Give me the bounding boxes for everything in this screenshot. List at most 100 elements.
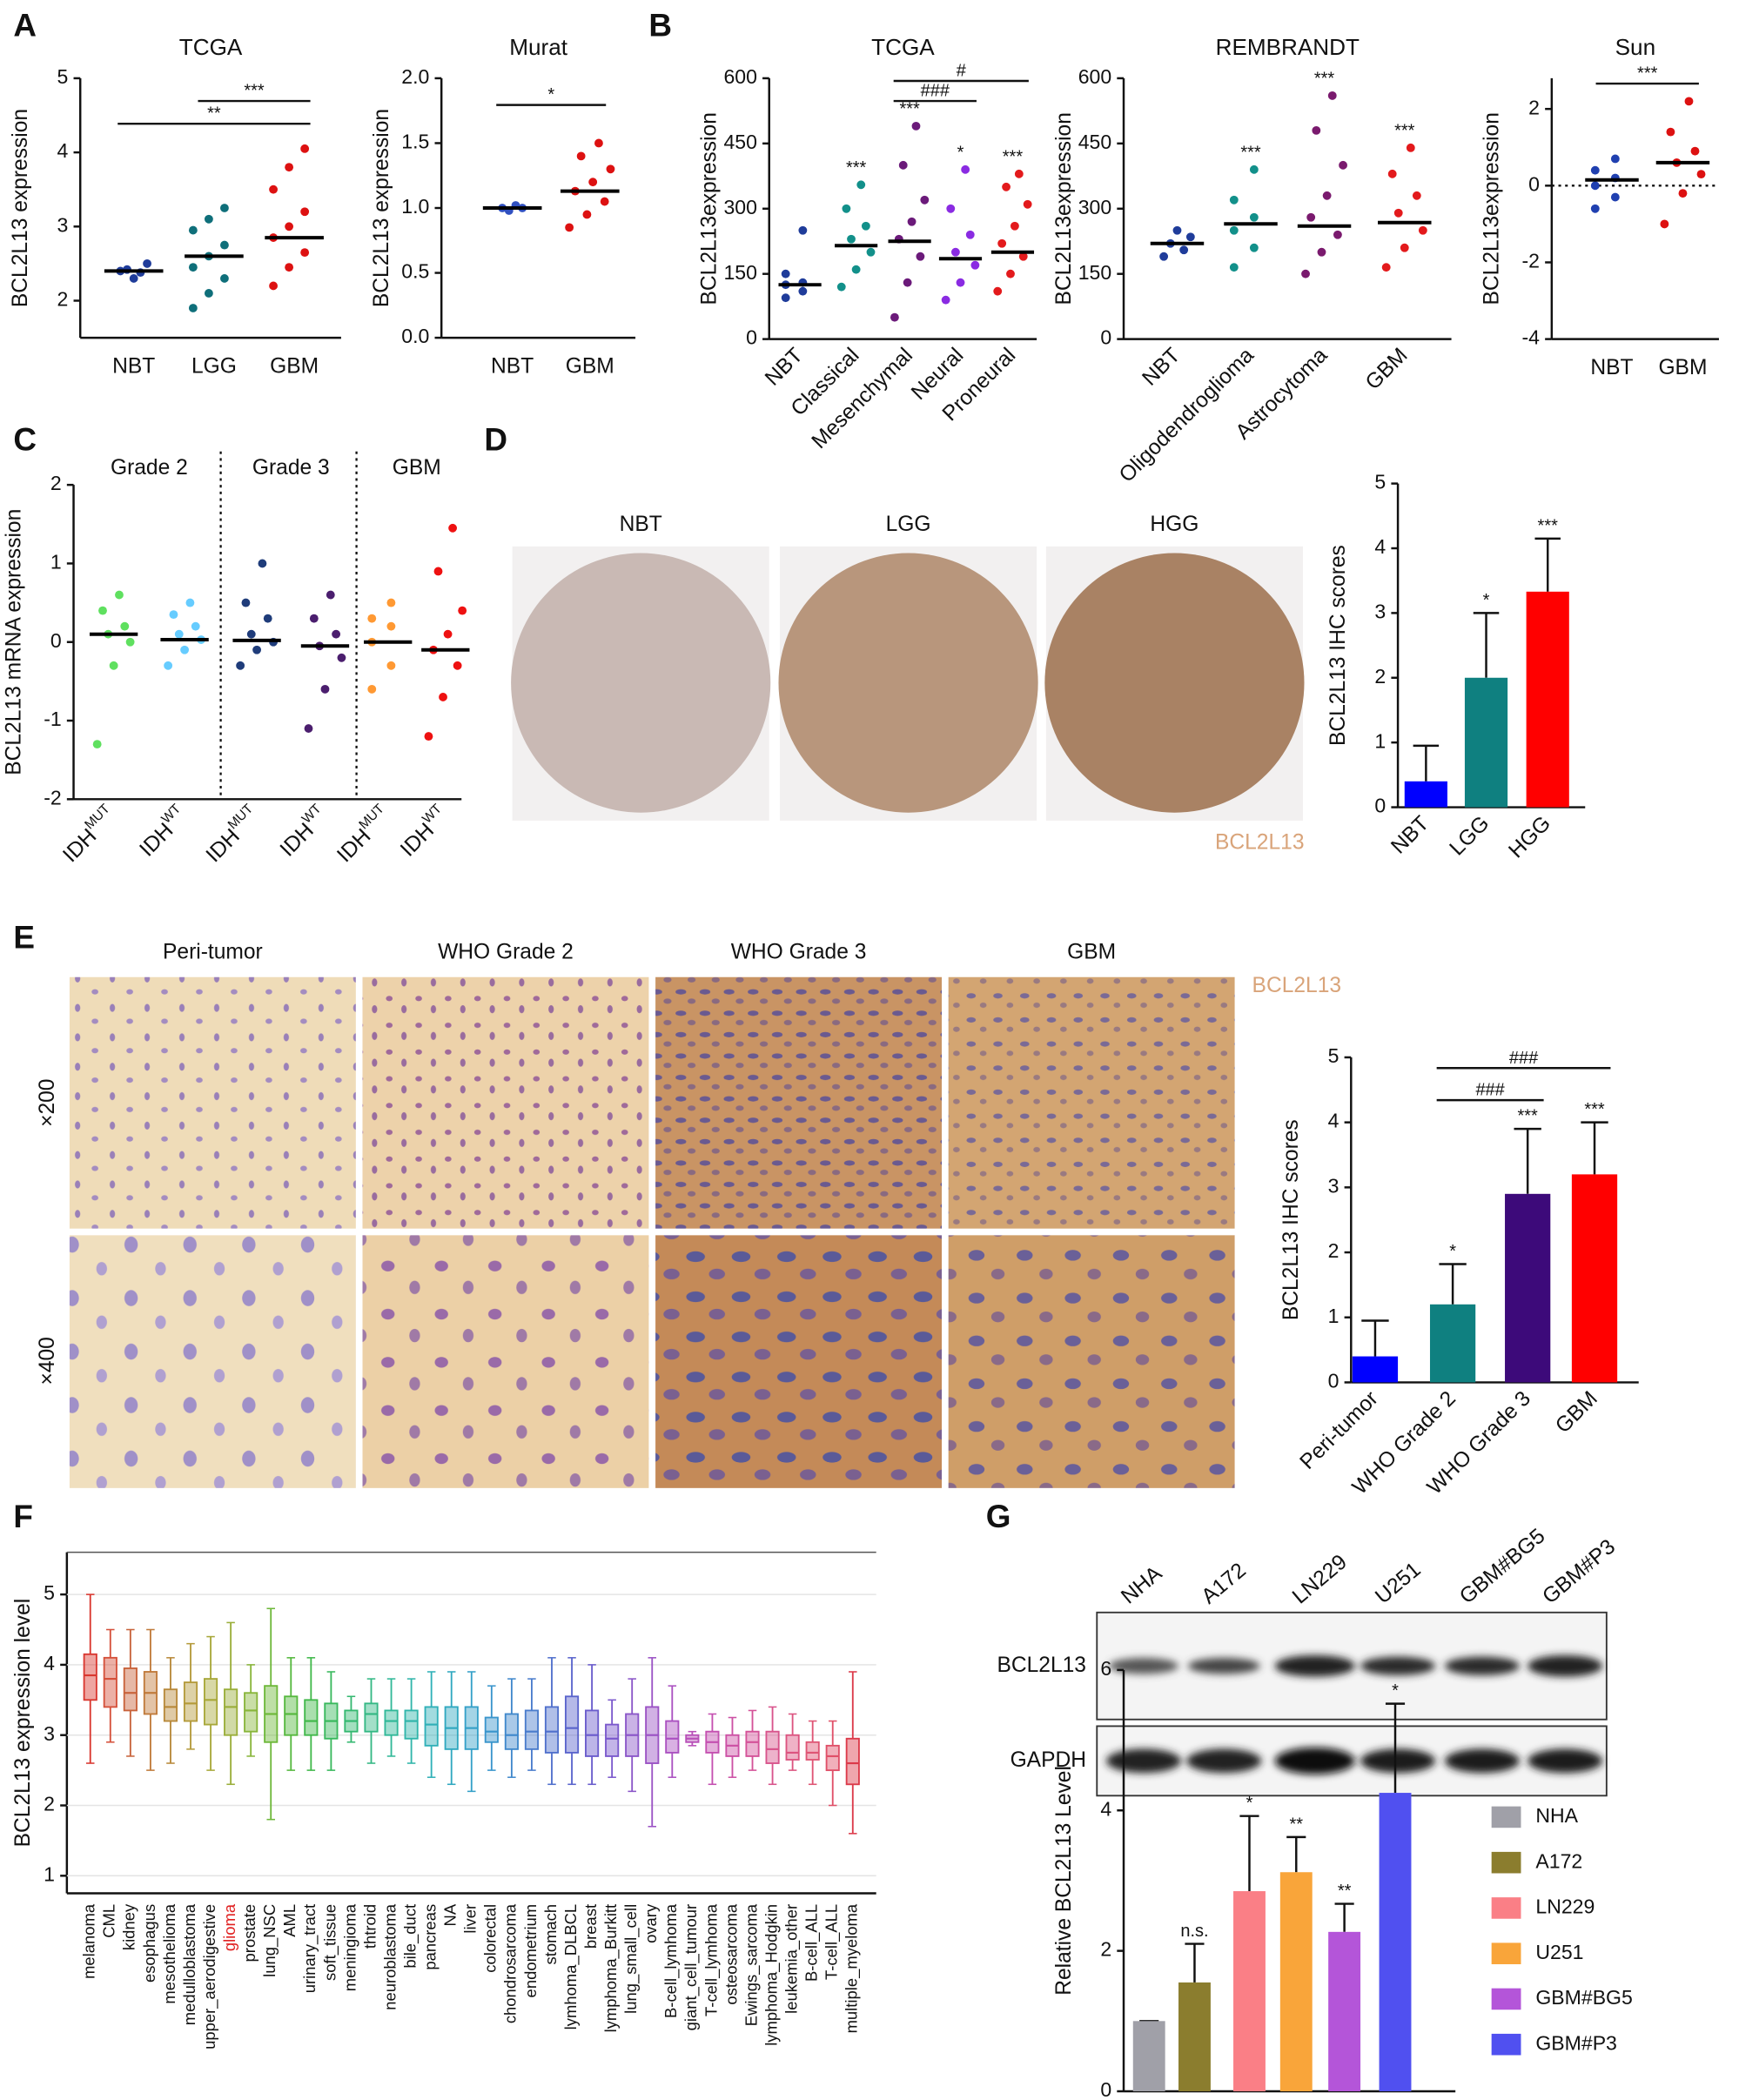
x-tick-label: lung_small_cell (621, 1904, 641, 2014)
x-tick-label: chondrosarcoma (501, 1903, 520, 2023)
x-tick-label: CML (100, 1904, 118, 1938)
y-tick-label: 5 (1374, 471, 1386, 493)
data-point (300, 207, 310, 217)
data-point (188, 263, 198, 272)
x-tick-label: NA (441, 1903, 460, 1926)
significance-label: ** (1290, 1815, 1304, 1834)
data-point (109, 661, 118, 670)
data-point (916, 252, 925, 261)
y-tick-label: 150 (723, 261, 756, 284)
image-title: LGG (886, 513, 931, 536)
box (404, 1709, 419, 1740)
x-tick-label: GBM (1658, 356, 1707, 379)
x-tick-label: IDHMUT (56, 801, 122, 867)
data-point (1014, 169, 1024, 178)
x-tick-label: B-cell_lymhoma (661, 1903, 681, 2018)
x-tick-label: NBT (1590, 356, 1633, 379)
data-point (606, 164, 615, 174)
x-tick-label: pancreas (421, 1904, 440, 1970)
x-tick-label: multiple_myeloma (843, 1903, 862, 2033)
x-tick-label: GBM (1551, 1387, 1602, 1439)
y-tick-label: 5 (57, 65, 69, 88)
y-axis-label: BCL2L13 mRNA expression (2, 509, 25, 775)
legend-swatch (1491, 1851, 1521, 1874)
y-tick-label: 1.5 (401, 131, 429, 153)
significance-label: * (1449, 1242, 1456, 1261)
y-tick-label: 0 (1100, 2078, 1111, 2100)
x-tick-label: lung_NSC (260, 1904, 279, 1977)
x-tick-label: liver (461, 1904, 480, 1934)
y-axis-label: BCL2L13 IHC scores (1326, 545, 1350, 746)
data-point (1696, 170, 1706, 179)
y-tick-label: -2 (44, 786, 62, 808)
group-label: Grade 3 (252, 456, 330, 480)
group-significance: *** (846, 158, 867, 178)
bar (1464, 677, 1508, 808)
data-point (861, 221, 870, 231)
y-tick-label: 450 (1078, 131, 1111, 153)
significance-label: n.s. (1180, 1922, 1208, 1941)
y-tick-label: 600 (723, 65, 756, 88)
box (585, 1709, 600, 1757)
data-point (1406, 143, 1415, 152)
data-point (453, 661, 462, 670)
bar (1404, 781, 1447, 808)
label-base: IDH (275, 818, 318, 861)
x-tick-label: HGG (1504, 812, 1555, 863)
y-axis-label: BCL2L13expression (698, 112, 722, 305)
chart-title: TCGA (871, 34, 935, 60)
significance-label: *** (1584, 1100, 1605, 1119)
x-tick-label: NBT (112, 354, 155, 378)
x-tick-label: soft_tissue (320, 1904, 339, 1981)
y-tick-label: 300 (1078, 196, 1111, 218)
data-point (1590, 165, 1600, 175)
image-title: Peri-tumor (163, 941, 263, 964)
y-tick-label: 1 (50, 551, 62, 574)
significance-label: *** (244, 82, 265, 101)
bar (1178, 1982, 1211, 2091)
y-tick-label: 600 (1078, 65, 1111, 88)
x-tick-label: kidney (120, 1903, 138, 1950)
data-point (285, 222, 294, 231)
y-tick-label: 0 (1528, 172, 1540, 195)
magnification: ×200 (36, 1079, 59, 1127)
x-tick-label: giant_cell_tumour (682, 1904, 701, 2031)
tissue-microarray (511, 546, 1305, 821)
data-point (115, 590, 124, 600)
box (564, 1695, 580, 1754)
bar (1505, 1193, 1551, 1383)
y-tick-label: -1 (44, 708, 62, 730)
data-point (1312, 125, 1321, 135)
panel-letter: C (13, 422, 37, 458)
data-point (285, 163, 294, 172)
data-point (220, 274, 229, 283)
bar (1379, 1793, 1412, 2091)
data-point (1023, 199, 1032, 209)
data-point (1179, 245, 1189, 255)
chart-title: REMBRANDT (1216, 34, 1360, 60)
data-point (866, 247, 876, 257)
y-tick-label: 300 (723, 196, 756, 218)
data-point (169, 610, 178, 620)
data-point (1229, 225, 1239, 235)
y-tick-label: 5 (1328, 1044, 1340, 1067)
data-point (1249, 243, 1259, 252)
data-point (1229, 263, 1239, 272)
data-point (1322, 191, 1332, 200)
y-tick-label: -4 (1521, 326, 1540, 349)
x-tick-label: NBT (1386, 812, 1434, 859)
significance-label: * (1483, 591, 1490, 610)
data-point (798, 225, 808, 235)
data-point (1381, 263, 1391, 272)
magnification: ×400 (36, 1337, 59, 1385)
box (605, 1723, 620, 1757)
x-tick-label: mesothelioma (160, 1903, 178, 2004)
data-point (1339, 160, 1347, 170)
y-tick-label: 0.5 (401, 260, 429, 283)
x-tick-label: Oligodendroglioma (1115, 344, 1259, 487)
panel-letter: D (484, 422, 507, 458)
data-point (304, 724, 313, 733)
x-tick-label: osteosarcoma (722, 1903, 740, 2005)
data-point (174, 629, 184, 639)
blot-row-label: BCL2L13 (997, 1654, 1086, 1677)
